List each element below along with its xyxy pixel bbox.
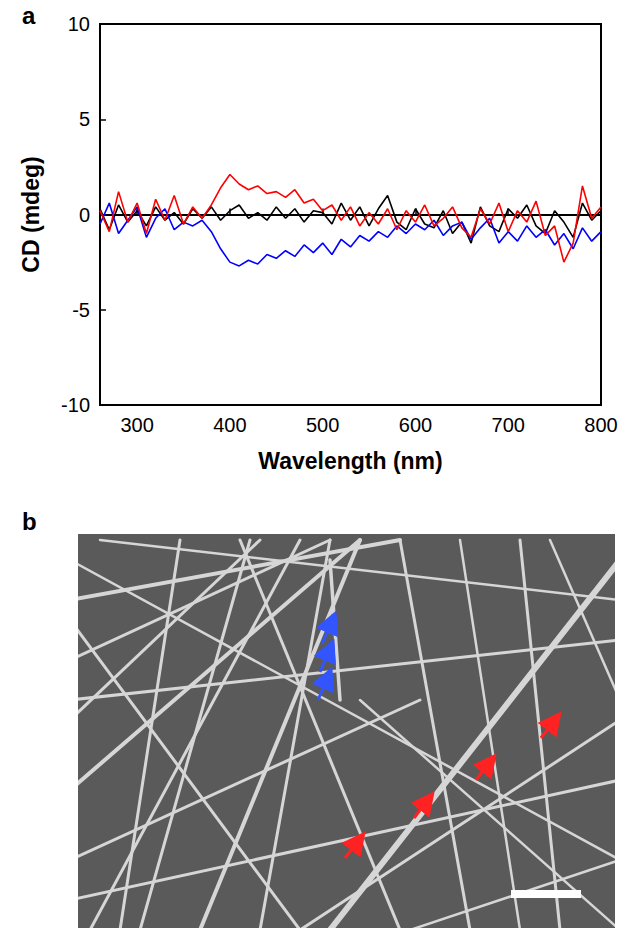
html-text:b: b [22, 508, 37, 535]
svg-text:10: 10 [68, 13, 90, 35]
html-text:a: a [22, 2, 36, 29]
svg-text:CD (mdeg): CD (mdeg) [18, 156, 44, 272]
svg-text:700: 700 [492, 414, 525, 436]
svg-text:Wavelength (nm): Wavelength (nm) [258, 448, 442, 474]
svg-text:5: 5 [79, 108, 90, 130]
svg-text:-5: -5 [72, 299, 90, 321]
svg-text:-10: -10 [61, 394, 90, 416]
svg-text:500: 500 [306, 414, 339, 436]
svg-text:600: 600 [399, 414, 432, 436]
svg-text:800: 800 [584, 414, 617, 436]
svg-text:400: 400 [213, 414, 246, 436]
svg-text:300: 300 [120, 414, 153, 436]
svg-text:0: 0 [79, 204, 90, 226]
